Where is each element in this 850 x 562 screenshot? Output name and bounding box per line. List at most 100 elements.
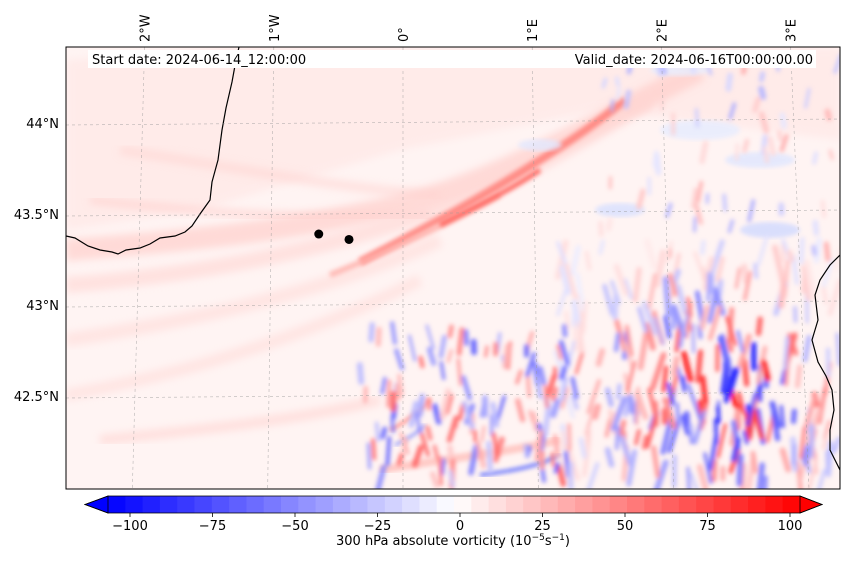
lat-tick-label: 42.5°N [14,390,59,405]
coastline-west [66,47,240,255]
vorticity-streak [486,440,493,473]
vorticity-streak [463,329,469,346]
colorbar-tick-label: 25 [534,519,551,534]
vorticity-streak [515,398,526,423]
vorticity-streak [767,135,777,157]
vorticity-streak [394,383,402,401]
vorticity-streak [649,352,667,391]
colorbar-bin [332,496,351,513]
vorticity-streak [625,360,637,393]
vorticity-streak [554,239,569,280]
colorbar-bin [488,496,507,513]
vorticity-streak [556,464,567,487]
vorticity-streak [661,365,669,393]
vorticity-streak [386,379,391,408]
vorticity-streak [681,376,687,393]
vorticity-streak [647,387,658,419]
colorbar-min-extension [83,495,109,514]
vorticity-streak [691,323,696,354]
vorticity-streak [380,426,388,440]
vorticity-streak [394,348,405,371]
vorticity-streak [758,85,767,100]
vorticity-streak [798,236,805,265]
colorbar-tick-label: 50 [617,519,634,534]
vorticity-streak [781,243,786,262]
vorticity-streak [741,263,749,285]
vorticity-streak [708,433,719,471]
vorticity-streak [772,244,786,285]
vorticity-streak [722,193,728,212]
vorticity-streak [553,461,560,474]
colorbar-tick-label: −50 [281,519,308,534]
vorticity-streak [356,362,365,385]
lon-tick-label: 3°E [785,19,800,42]
colorbar-bin [211,496,230,513]
lon-gridline [531,47,539,489]
vorticity-streak [742,138,750,153]
vorticity-streak [447,324,454,339]
vorticity-streak [610,396,627,432]
vorticity-streak [793,306,798,323]
vorticity-streak [760,359,771,382]
vorticity-streak [803,259,817,301]
vorticity-streak [824,108,833,121]
colorbar-bin [748,496,766,513]
colorbar-tick-label: −100 [112,519,148,534]
vorticity-streak [798,425,807,460]
vorticity-streak [716,423,728,459]
vorticity-streak [680,350,694,383]
colorbar-bin [505,496,524,513]
longitude-labels: 2°W 1°W 0° 1°E 2°E 3°E [139,14,800,42]
vorticity-streak [598,239,605,255]
vorticity-streak [693,410,707,445]
vorticity-streak [734,267,742,289]
vorticity-streak [366,442,372,470]
lon-gridline [790,47,810,489]
colorbar-outline [83,495,824,514]
vorticity-streak [699,304,710,331]
vorticity-streak [586,378,602,415]
vorticity-streak [438,456,443,486]
vorticity-streak [624,324,634,357]
vorticity-streak [618,419,627,436]
vorticity-streak [615,383,622,400]
vorticity-streak [610,99,615,112]
vorticity-streak [736,330,745,353]
vorticity-streak [725,72,733,92]
colorbar-bin [644,496,663,513]
vorticity-streak [703,452,713,484]
vorticity-streak [786,249,795,263]
vorticity-streak [709,239,725,277]
colorbar-bin [540,496,559,513]
vorticity-streak [750,450,758,474]
vorticity-streak [566,423,572,452]
vorticity-streak [747,412,756,441]
vorticity-streak [571,299,577,327]
colorbar-bin [523,496,541,513]
vorticity-streak [695,180,704,204]
colorbar-tick-label: 75 [699,519,716,534]
vorticity-streak [723,360,730,391]
vorticity-streak [385,436,392,467]
vorticity-streak [560,377,568,402]
vorticity-streak [456,357,463,386]
vorticity-streak [697,324,703,340]
vorticity-streak [742,430,749,445]
vorticity-streak [613,332,621,353]
vorticity-streak [804,87,811,109]
vorticity-streak [390,418,396,434]
vorticity-streak [734,143,739,161]
vorticity-streak [375,464,387,489]
vorticity-streak [614,425,620,451]
vorticity-streak [582,441,591,478]
vorticity-streak [779,447,792,473]
vorticity-streak [468,444,479,476]
vorticity-streak [612,293,619,321]
vorticity-streak [653,459,669,489]
colorbar-bin [246,496,265,513]
vorticity-streak [808,424,815,459]
vorticity-streak [408,400,419,428]
vorticity-streak [685,296,693,318]
vorticity-streak [820,200,827,218]
colorbar-bin [557,496,576,513]
